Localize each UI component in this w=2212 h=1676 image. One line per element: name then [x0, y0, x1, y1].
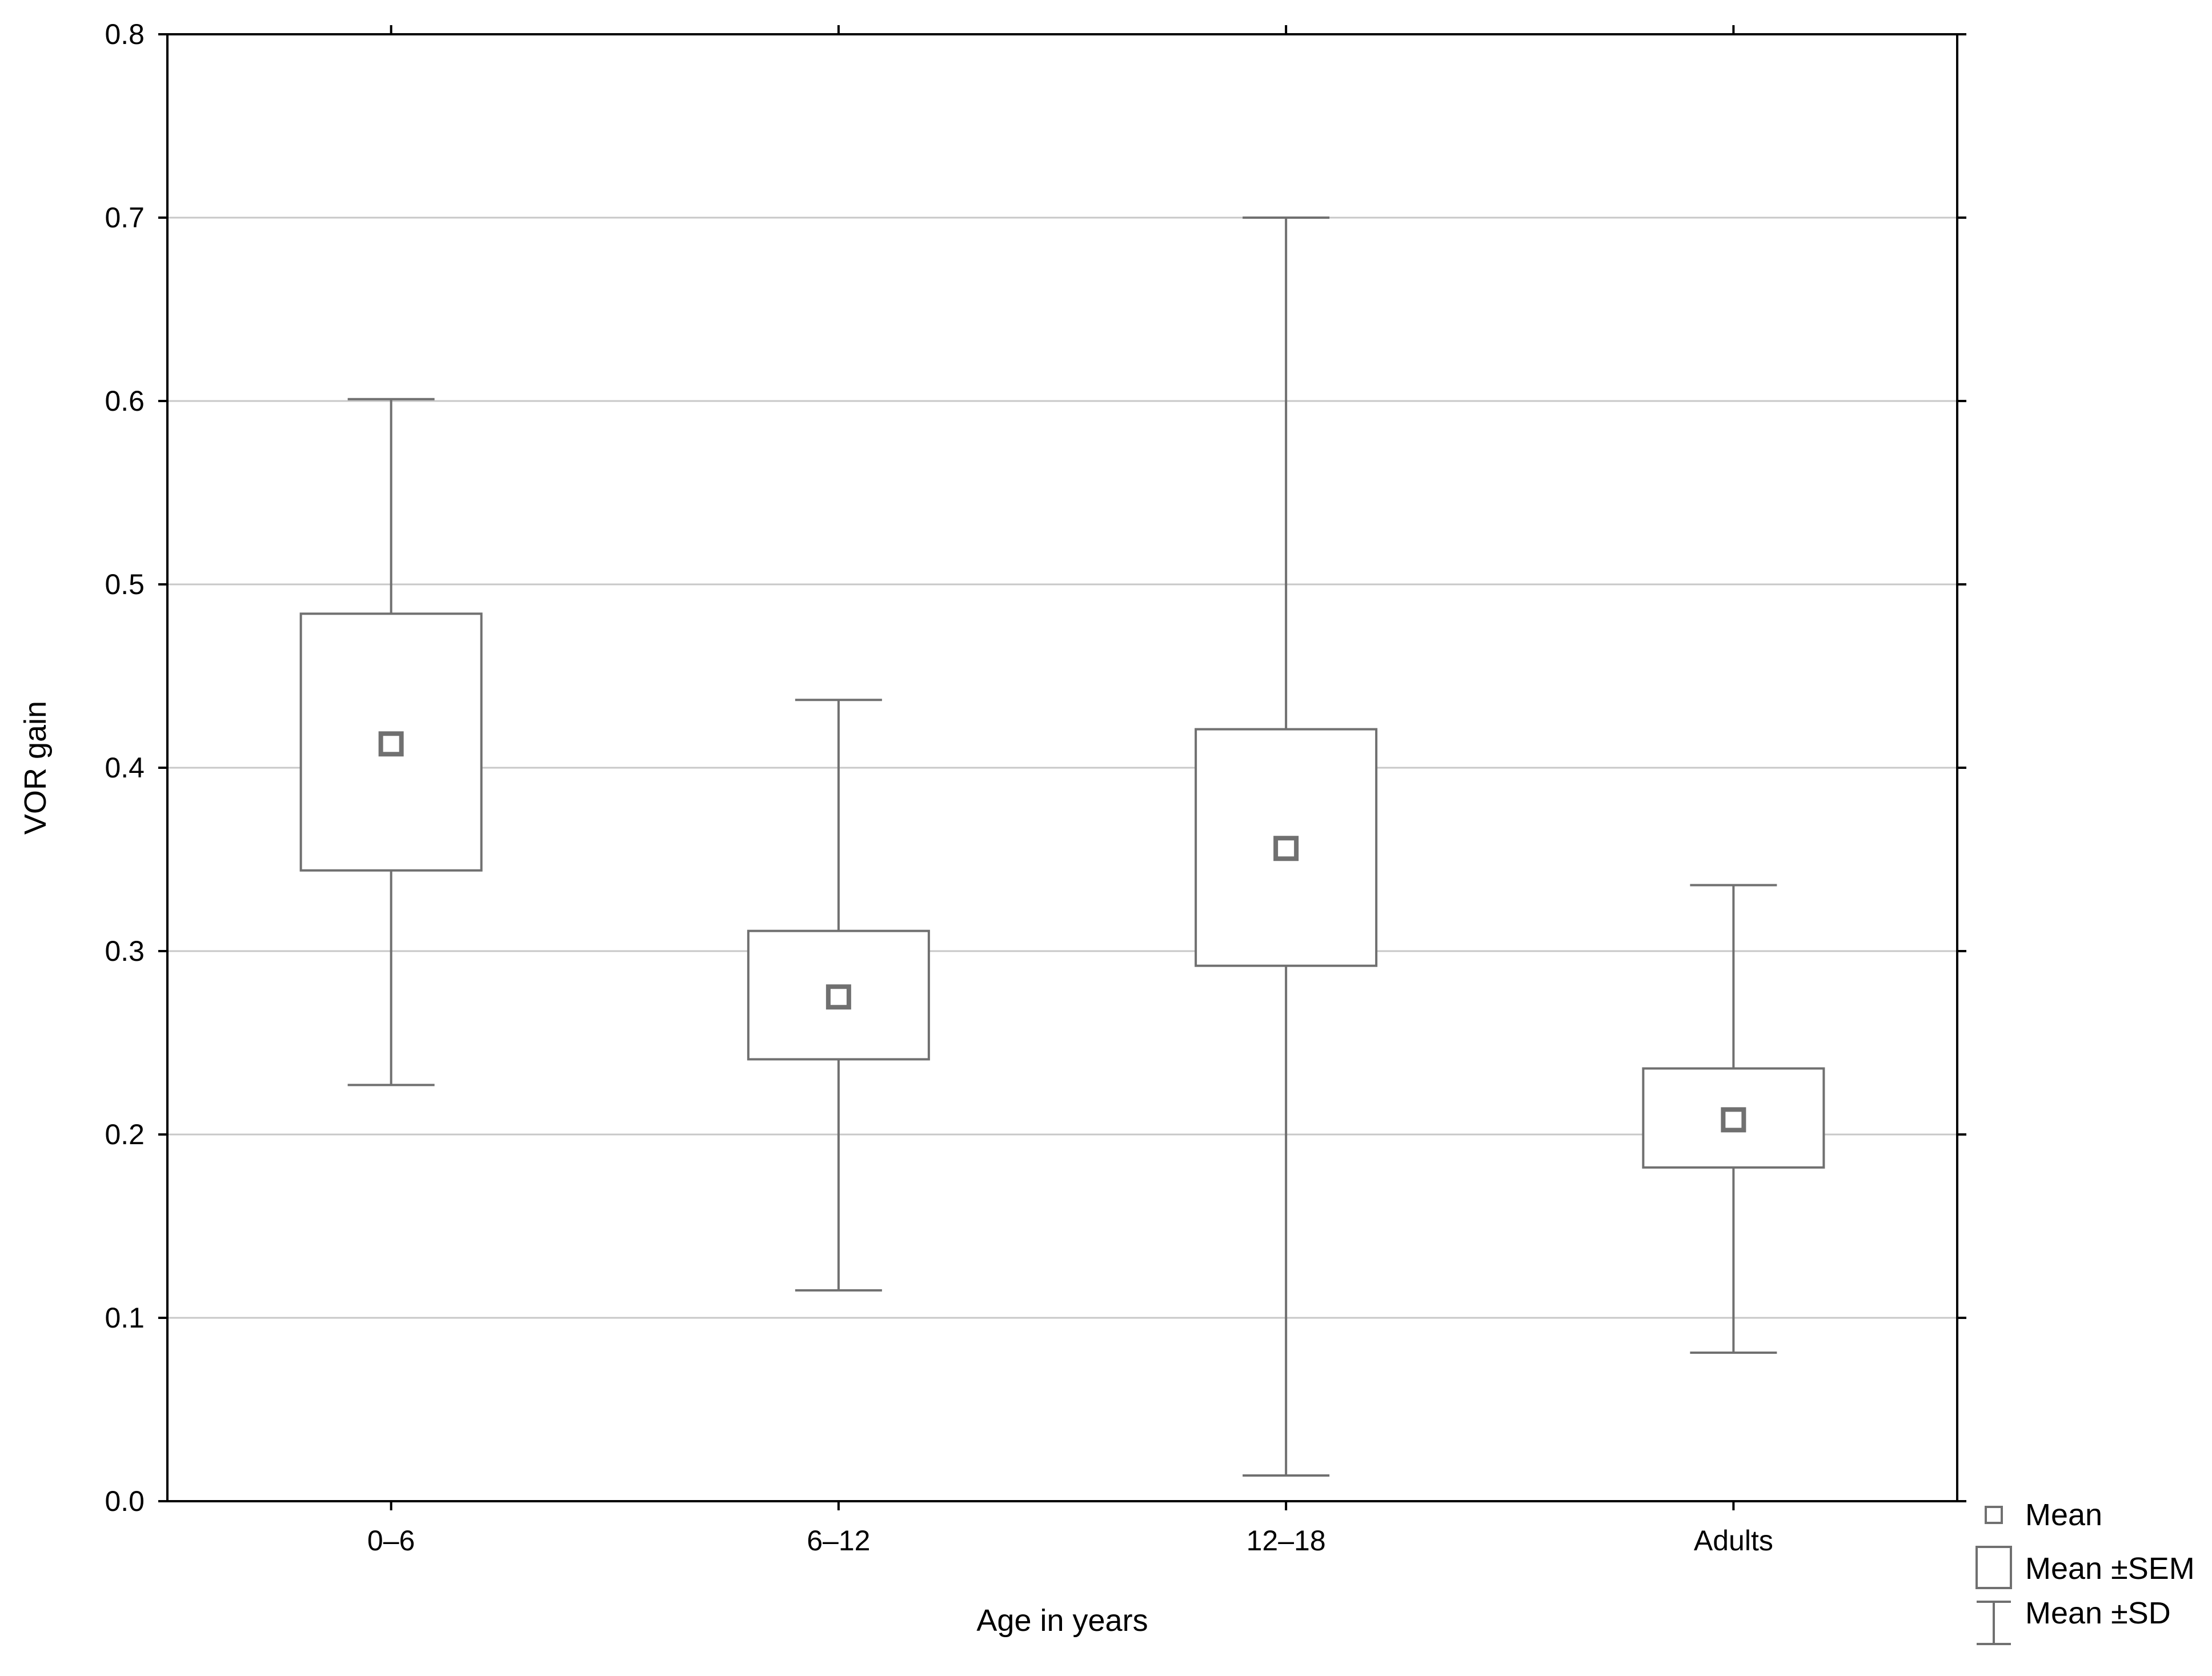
y-tick-label: 0.2 — [105, 1118, 145, 1150]
axis-ticks: 0.0 0.1 0.2 0.3 0.4 0.5 0.6 0.7 0.8 0–6 6–12 12–18 A… — [105, 18, 1966, 1557]
legend-label: Mean ±SEM — [2025, 1551, 2195, 1586]
box-group — [1195, 216, 1378, 1477]
mean-marker — [1273, 836, 1299, 861]
legend-item: Mean ±SD — [1977, 1596, 2171, 1645]
x-tick-label: 6–12 — [807, 1525, 870, 1557]
y-tick-label: 0.7 — [105, 202, 145, 234]
y-tick-label: 0.1 — [105, 1302, 145, 1334]
boxes — [299, 216, 1825, 1477]
x-tick-label: Adults — [1694, 1525, 1773, 1557]
x-axis-title: Age in years — [976, 1603, 1148, 1638]
y-tick-label: 0.5 — [105, 568, 145, 600]
box-group — [1642, 884, 1825, 1354]
y-tick-label: 0.3 — [105, 935, 145, 967]
legend: Mean Mean ±SEM Mean ±SD — [1975, 1498, 2195, 1645]
legend-label: Mean — [2025, 1498, 2102, 1532]
x-tick-label: 0–6 — [367, 1525, 415, 1557]
legend-sem-symbol — [1975, 1546, 2012, 1589]
box-group — [747, 699, 930, 1292]
x-tick-label: 12–18 — [1247, 1525, 1326, 1557]
legend-label: Mean ±SD — [2025, 1596, 2171, 1630]
legend-item: Mean ±SEM — [1975, 1546, 2195, 1589]
y-tick-label: 0.6 — [105, 385, 145, 417]
legend-mean-symbol — [1985, 1506, 2003, 1524]
legend-item: Mean — [1985, 1498, 2102, 1532]
y-tick-label: 0.0 — [105, 1485, 145, 1517]
mean-marker — [378, 731, 404, 757]
mean-marker — [826, 984, 851, 1010]
y-tick-label: 0.8 — [105, 18, 145, 50]
y-tick-label: 0.4 — [105, 752, 145, 784]
y-axis-title: VOR gain — [18, 701, 53, 835]
mean-marker — [1721, 1107, 1746, 1133]
box-group — [299, 398, 483, 1086]
